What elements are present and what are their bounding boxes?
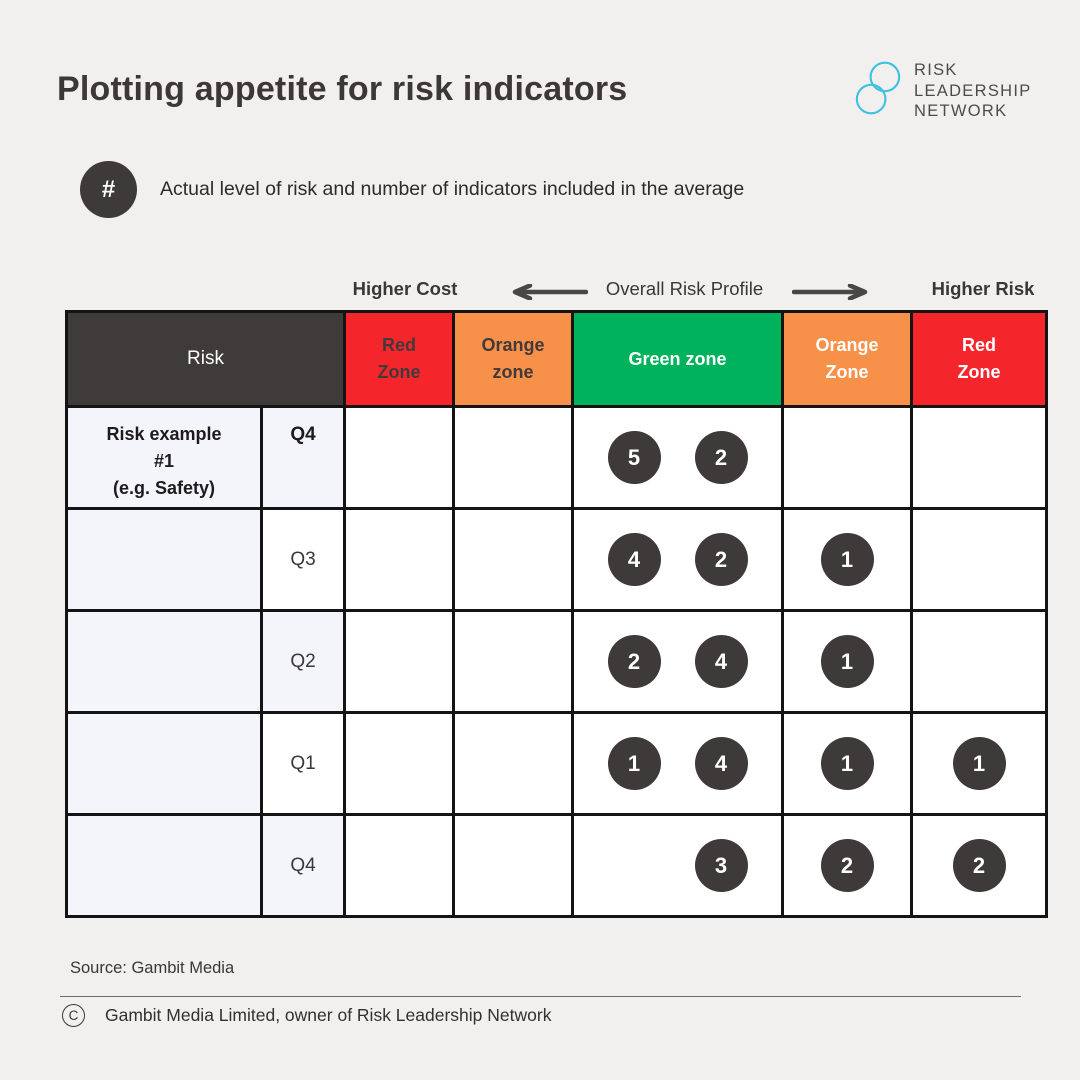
hash-badge-icon: # [80, 161, 137, 218]
green-cell: 2 4 [574, 612, 781, 711]
overall-risk-profile-label: Overall Risk Profile [605, 278, 764, 299]
risk-leadership-network-logo: RISK LEADERSHIP NETWORK [854, 60, 1032, 122]
indicator-chip: 1 [607, 737, 661, 790]
left-arrow-icon [500, 283, 589, 305]
indicator-chip: 5 [607, 431, 661, 484]
logo-wordmark: RISK LEADERSHIP NETWORK [914, 60, 1032, 122]
orange-right-cell: 1 [784, 510, 910, 609]
indicator-chip: 2 [952, 839, 1006, 892]
indicator-chip: 1 [820, 635, 874, 688]
green-cell: 1 4 [574, 714, 781, 813]
orange-right-cell: 1 [784, 612, 910, 711]
red-right-cell [913, 612, 1045, 711]
red-right-cell [913, 408, 1045, 507]
orange-right-cell: 1 [784, 714, 910, 813]
right-arrow-icon [791, 283, 872, 305]
logo-line-2: LEADERSHIP [914, 81, 1032, 100]
risk-name-cell: Risk example #1 (e.g. Safety) [68, 408, 260, 507]
header-orange-zone-left: Orange zone [455, 313, 571, 405]
red-left-cell [346, 816, 452, 915]
red-left-cell [346, 408, 452, 507]
higher-cost-label: Higher Cost [352, 278, 458, 299]
indicator-chip: 1 [820, 533, 874, 586]
risk-name-cell [68, 510, 260, 609]
red-right-cell: 1 [913, 714, 1045, 813]
orange-left-cell [455, 612, 571, 711]
higher-risk-label: Higher Risk [931, 278, 1035, 299]
quarter-cell-q3: Q3 [263, 510, 343, 609]
green-cell: 4 2 [574, 510, 781, 609]
quarter-cell-q4-bottom: Q4 [263, 816, 343, 915]
indicator-chip: 3 [694, 839, 748, 892]
indicator-chip: 1 [820, 737, 874, 790]
copyright-icon: C [62, 1004, 85, 1027]
indicator-chip: 2 [820, 839, 874, 892]
source-note: Source: Gambit Media [70, 959, 235, 977]
risk-name-cell [68, 714, 260, 813]
header-risk: Risk [68, 313, 343, 405]
red-left-cell [346, 510, 452, 609]
risk-name-cell [68, 612, 260, 711]
indicator-chip: 4 [607, 533, 661, 586]
quarter-cell-q4: Q4 [263, 408, 343, 507]
copyright-text: Gambit Media Limited, owner of Risk Lead… [105, 1005, 552, 1025]
orange-left-cell [455, 714, 571, 813]
orange-left-cell [455, 816, 571, 915]
indicator-chip: 2 [694, 431, 748, 484]
red-right-cell [913, 510, 1045, 609]
legend: # Actual level of risk and number of ind… [80, 161, 744, 218]
red-left-cell [346, 714, 452, 813]
red-right-cell: 2 [913, 816, 1045, 915]
overlapping-circles-logo-icon [854, 60, 902, 121]
logo-line-1: RISK [914, 61, 958, 79]
risk-appetite-table: Risk Red Zone Orange zone Green zone Ora… [65, 310, 1048, 918]
header-red-zone-left: Red Zone [346, 313, 452, 405]
legend-text: Actual level of risk and number of indic… [160, 178, 745, 200]
indicator-chip: 4 [694, 737, 748, 790]
green-cell: 5 2 [574, 408, 781, 507]
green-cell: 3 [574, 816, 781, 915]
logo-line-3: NETWORK [914, 102, 1008, 120]
footer-divider [60, 996, 1021, 997]
copyright-row: C Gambit Media Limited, owner of Risk Le… [62, 1004, 551, 1027]
red-left-cell [346, 612, 452, 711]
indicator-chip: 4 [694, 635, 748, 688]
orange-right-cell [784, 408, 910, 507]
page-title: Plotting appetite for risk indicators [57, 70, 628, 108]
quarter-cell-q2: Q2 [263, 612, 343, 711]
header-green-zone: Green zone [574, 313, 781, 405]
risk-name-cell [68, 816, 260, 915]
indicator-chip: 2 [607, 635, 661, 688]
orange-right-cell: 2 [784, 816, 910, 915]
header-orange-zone-right: Orange Zone [784, 313, 910, 405]
orange-left-cell [455, 408, 571, 507]
header-red-zone-right: Red Zone [913, 313, 1045, 405]
orange-left-cell [455, 510, 571, 609]
indicator-chip: 1 [952, 737, 1006, 790]
indicator-chip: 2 [694, 533, 748, 586]
quarter-cell-q1: Q1 [263, 714, 343, 813]
